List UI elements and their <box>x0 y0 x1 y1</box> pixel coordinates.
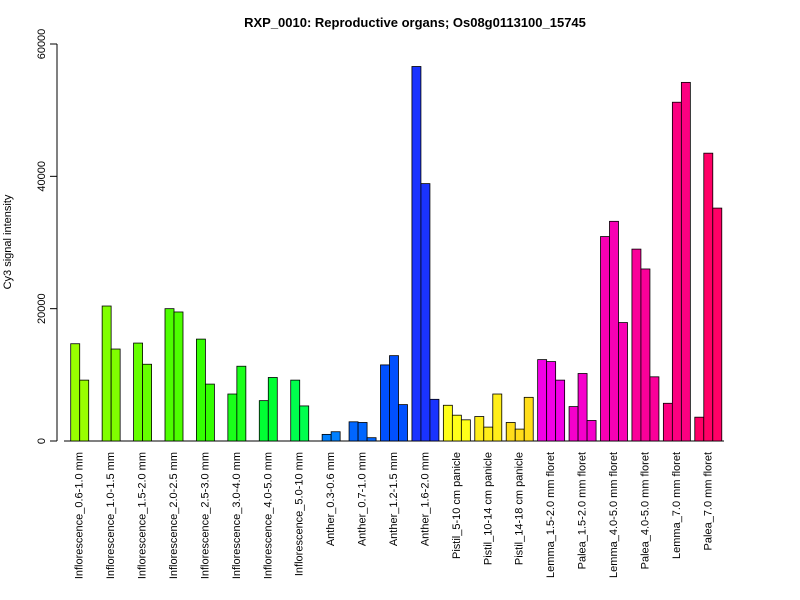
bar <box>662 402 673 442</box>
bar <box>523 396 534 442</box>
bar <box>631 248 642 442</box>
bar <box>546 361 557 442</box>
x-tick-label: Anther_0.3-0.6 mm <box>325 452 337 546</box>
bar <box>227 393 238 442</box>
x-tick-label: Inflorescence_2.5-3.0 mm <box>199 452 211 579</box>
bar <box>330 431 341 442</box>
bar <box>101 305 112 442</box>
bar <box>451 414 462 442</box>
bar <box>196 338 206 442</box>
bar <box>348 421 359 442</box>
bar <box>321 433 332 442</box>
bar <box>398 404 408 442</box>
bar <box>173 311 184 442</box>
x-tick-label: Inflorescence_2.0-2.5 mm <box>168 452 180 579</box>
bar <box>299 405 310 442</box>
bar <box>79 379 90 442</box>
bar <box>411 66 422 442</box>
bar <box>555 379 566 442</box>
x-tick-label: Lemma_7.0 mm floret <box>671 452 683 559</box>
y-axis: 0 20000 40000 60000 <box>36 29 58 444</box>
bar <box>142 363 152 442</box>
bar <box>236 365 247 442</box>
x-tick-label: Anther_1.6-2.0 mm <box>419 452 431 546</box>
bar <box>712 207 723 442</box>
x-tick-label: Pistil_5-10 cm panicle <box>451 452 463 559</box>
bar <box>577 373 588 442</box>
x-tick-label: Pistil_10-14 cm panicle <box>482 452 494 565</box>
bar <box>205 383 215 442</box>
bar <box>671 101 682 442</box>
x-tick-label: Inflorescence_5.0-10 mm <box>294 452 306 576</box>
x-tick-label: Inflorescence_0.6-1.0 mm <box>74 452 86 579</box>
x-axis-labels: Inflorescence_0.6-1.0 mm Inflorescence_1.… <box>74 452 715 579</box>
bar <box>389 355 399 442</box>
x-tick-label: Inflorescence_3.0-4.0 mm <box>231 452 243 579</box>
bar <box>258 400 269 442</box>
x-tick-label: Palea_4.0-5.0 mm floret <box>639 452 651 569</box>
x-tick-label: Anther_1.2-1.5 mm <box>388 452 400 546</box>
x-tick-label: Inflorescence_1.0-1.5 mm <box>105 452 117 579</box>
bar <box>474 416 485 442</box>
bar <box>366 437 377 442</box>
bar <box>609 220 619 442</box>
bar <box>429 398 440 442</box>
y-axis-label: Cy3 signal intensity <box>2 194 14 289</box>
bar <box>505 422 516 442</box>
bar <box>640 268 651 442</box>
bar <box>514 428 525 442</box>
y-tick-label: 0 <box>36 438 48 444</box>
bar <box>492 393 503 442</box>
x-tick-label: Pistil_14-18 cm panicle <box>514 452 526 565</box>
bar <box>694 416 705 442</box>
x-tick-label: Inflorescence_4.0-5.0 mm <box>262 452 274 579</box>
bar <box>703 152 714 442</box>
bar <box>290 379 301 442</box>
bar <box>649 376 660 442</box>
bar <box>600 236 610 442</box>
bars <box>64 66 724 442</box>
bar <box>357 422 368 442</box>
x-tick-label: Palea_1.5-2.0 mm floret <box>577 452 589 569</box>
bar <box>110 348 121 442</box>
x-tick-label: Palea_7.0 mm floret <box>702 452 714 550</box>
x-tick-label: Lemma_4.0-5.0 mm floret <box>608 452 620 578</box>
bar <box>483 426 494 442</box>
bar <box>267 377 278 442</box>
x-tick-label: Inflorescence_1.5-2.0 mm <box>137 452 149 579</box>
bar <box>537 359 548 442</box>
bar <box>618 322 628 442</box>
bar <box>380 364 390 442</box>
bar <box>568 406 579 442</box>
x-tick-label: Anther_0.7-1.0 mm <box>357 452 369 546</box>
bar <box>70 343 81 442</box>
y-tick-label: 40000 <box>36 161 48 192</box>
chart-title: RXP_0010: Reproductive organs; Os08g0113… <box>244 15 586 30</box>
bar <box>680 81 691 442</box>
y-tick-label: 60000 <box>36 29 48 60</box>
y-tick-label: 20000 <box>36 293 48 324</box>
x-tick-label: Lemma_1.5-2.0 mm floret <box>545 452 557 578</box>
bar <box>586 420 597 442</box>
bar <box>164 308 175 442</box>
bar <box>460 419 471 442</box>
bar <box>442 404 453 442</box>
bar <box>133 342 143 442</box>
bar <box>420 183 431 442</box>
